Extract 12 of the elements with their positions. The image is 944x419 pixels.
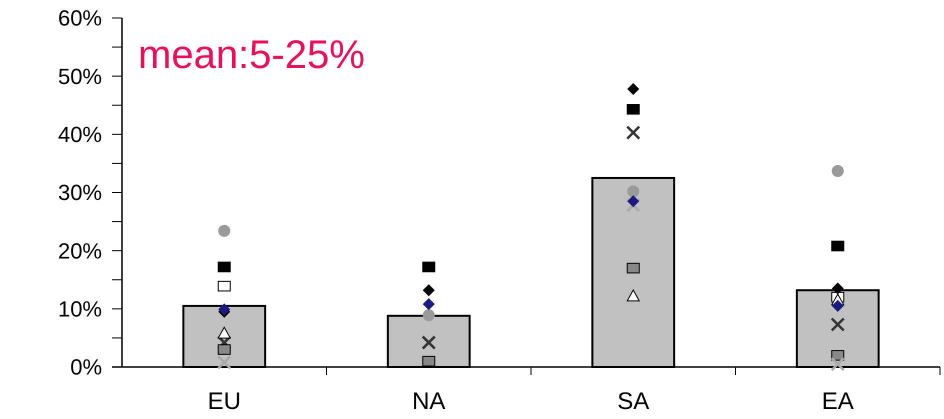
x-tick-label: EA: [822, 388, 854, 415]
x-tick-label: EU: [208, 388, 241, 415]
y-tick-label: 20%: [58, 238, 102, 264]
x-tick-label: NA: [412, 388, 446, 415]
x-tick-label: SA: [617, 388, 650, 415]
y-tick-label: 60%: [58, 6, 102, 31]
y-tick-label: 50%: [58, 64, 102, 89]
y-tick-label: 40%: [58, 122, 102, 148]
y-tick-label: 10%: [58, 296, 102, 322]
annotation: mean:5-25%: [138, 33, 365, 77]
y-tick-label: 30%: [58, 180, 102, 206]
y-tick-label: 0%: [70, 354, 102, 380]
